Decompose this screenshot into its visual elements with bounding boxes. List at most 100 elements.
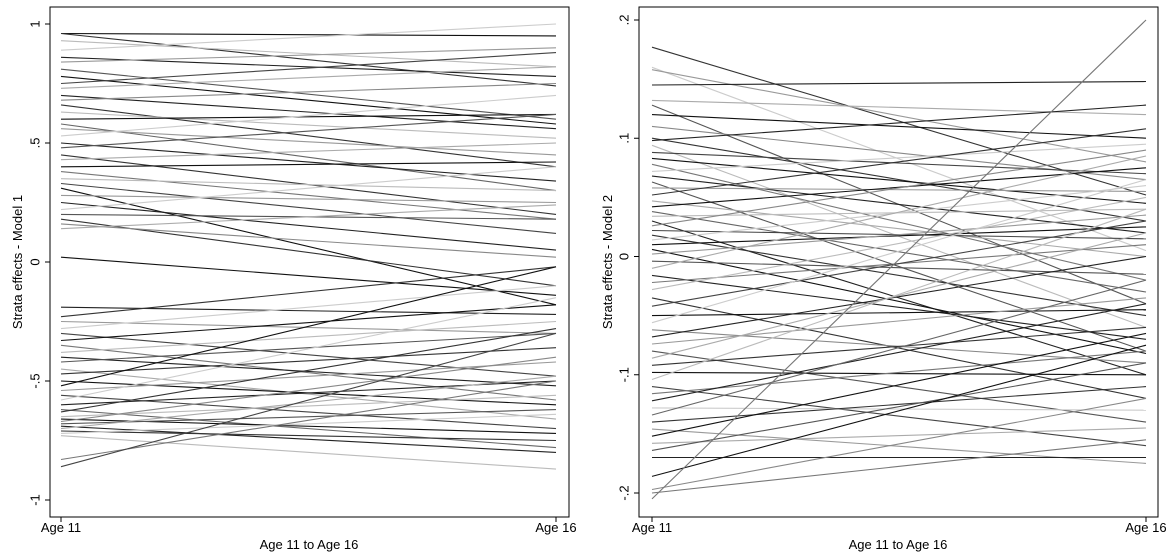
series-line-18 — [60, 94, 557, 137]
plot-frame-model-2 — [638, 6, 1159, 518]
series-line-18 — [651, 187, 1147, 193]
series-line-12 — [60, 82, 557, 101]
series-line-9 — [60, 52, 557, 85]
series-line-19 — [651, 128, 1147, 196]
series-line-58 — [651, 362, 1147, 451]
x-category-label: Age 11 — [632, 520, 672, 535]
series-line-41 — [60, 304, 557, 342]
series-line-50 — [60, 361, 557, 392]
x-axis-title: Age 11 to Age 16 — [849, 537, 948, 552]
series-line-44 — [60, 356, 557, 387]
series-line-26 — [60, 182, 557, 234]
series-line-39 — [651, 309, 1147, 317]
series-line-62 — [651, 439, 1147, 494]
series-line-53 — [651, 279, 1147, 416]
series-line-29 — [60, 201, 557, 251]
series-line-9 — [651, 137, 1147, 222]
series-line-54 — [651, 386, 1147, 423]
y-tick-label: -.5 — [27, 373, 42, 388]
series-line-24 — [60, 171, 557, 220]
series-line-34 — [60, 204, 557, 230]
series-line-12 — [651, 151, 1147, 175]
series-line-30 — [651, 248, 1147, 355]
series-line-51 — [651, 303, 1147, 402]
series-line-62 — [60, 430, 557, 442]
series-line-7 — [651, 114, 1147, 139]
series-line-56 — [60, 394, 557, 418]
series-layer-model-2 — [651, 19, 1147, 500]
series-line-61 — [60, 375, 557, 430]
series-line-63 — [651, 19, 1147, 500]
series-line-46 — [60, 368, 557, 420]
series-line-49 — [60, 266, 557, 387]
series-line-7 — [60, 68, 557, 120]
series-line-63 — [60, 413, 557, 434]
panel-model-2: -.2 -.1 0 .1 .2 Age 11 Age 16 Age 11 to Age … — [600, 6, 1167, 552]
y-tick-label: 0 — [616, 253, 631, 260]
series-line-2 — [651, 66, 1147, 252]
series-line-61 — [651, 397, 1147, 491]
series-line-33 — [651, 155, 1147, 269]
panel-model-1: -1 -.5 0 .5 1 Age 11 Age 16 Age 11 to Age 16… — [10, 6, 577, 552]
series-line-66 — [60, 332, 557, 468]
y-tick-label: .1 — [616, 133, 631, 144]
series-line-15 — [60, 113, 557, 120]
series-line-55 — [60, 328, 557, 413]
series-line-43 — [60, 320, 557, 353]
y-axis-model-1: -1 -.5 0 .5 1 — [27, 20, 50, 506]
series-line-13 — [60, 104, 557, 168]
series-line-24 — [651, 220, 1147, 376]
series-line-28 — [60, 194, 557, 204]
y-tick-label: -.2 — [616, 485, 631, 500]
series-line-38 — [60, 320, 557, 334]
series-line-30 — [60, 166, 557, 211]
x-axis-title: Age 11 to Age 16 — [260, 537, 359, 552]
series-line-45 — [651, 232, 1147, 359]
series-line-36 — [651, 196, 1147, 291]
x-category-label: Age 16 — [1125, 520, 1166, 535]
series-line-25 — [651, 149, 1147, 227]
series-line-20 — [60, 113, 557, 149]
series-line-5 — [651, 99, 1147, 116]
series-line-23 — [60, 161, 557, 168]
series-line-22 — [651, 211, 1147, 293]
series-line-59 — [60, 409, 557, 425]
series-line-54 — [60, 409, 557, 449]
series-line-6 — [60, 47, 557, 63]
series-line-20 — [651, 200, 1147, 258]
y-axis-model-2: -.2 -.1 0 .1 .2 — [616, 15, 639, 501]
series-line-40 — [60, 332, 557, 377]
series-line-16 — [60, 123, 557, 192]
y-axis-title: Strata effects - Model 1 — [10, 195, 25, 329]
series-line-5 — [60, 56, 557, 77]
x-category-label: Age 16 — [535, 520, 576, 535]
series-line-10 — [651, 104, 1147, 142]
y-tick-label: 1 — [27, 20, 42, 27]
y-tick-label: 0 — [27, 258, 42, 265]
series-line-57 — [651, 427, 1147, 444]
y-tick-label: -.1 — [616, 367, 631, 382]
y-tick-label: .5 — [27, 138, 42, 149]
x-category-label: Age 11 — [41, 520, 81, 535]
series-line-34 — [651, 274, 1147, 340]
series-line-11 — [60, 94, 557, 130]
series-line-8 — [651, 125, 1147, 181]
series-line-64 — [60, 435, 557, 470]
series-line-48 — [651, 208, 1147, 381]
series-line-4 — [60, 23, 557, 51]
series-line-15 — [651, 143, 1147, 172]
series-line-29 — [651, 226, 1147, 246]
series-line-2 — [60, 32, 557, 87]
series-layer-model-1 — [60, 23, 557, 470]
series-line-17 — [60, 128, 557, 156]
series-line-45 — [60, 332, 557, 363]
series-line-22 — [60, 142, 557, 161]
series-line-42 — [651, 255, 1147, 338]
y-tick-label: .2 — [616, 15, 631, 26]
series-line-46 — [651, 326, 1147, 366]
series-line-40 — [651, 179, 1147, 324]
series-line-60 — [651, 344, 1147, 477]
series-line-28 — [651, 185, 1147, 241]
